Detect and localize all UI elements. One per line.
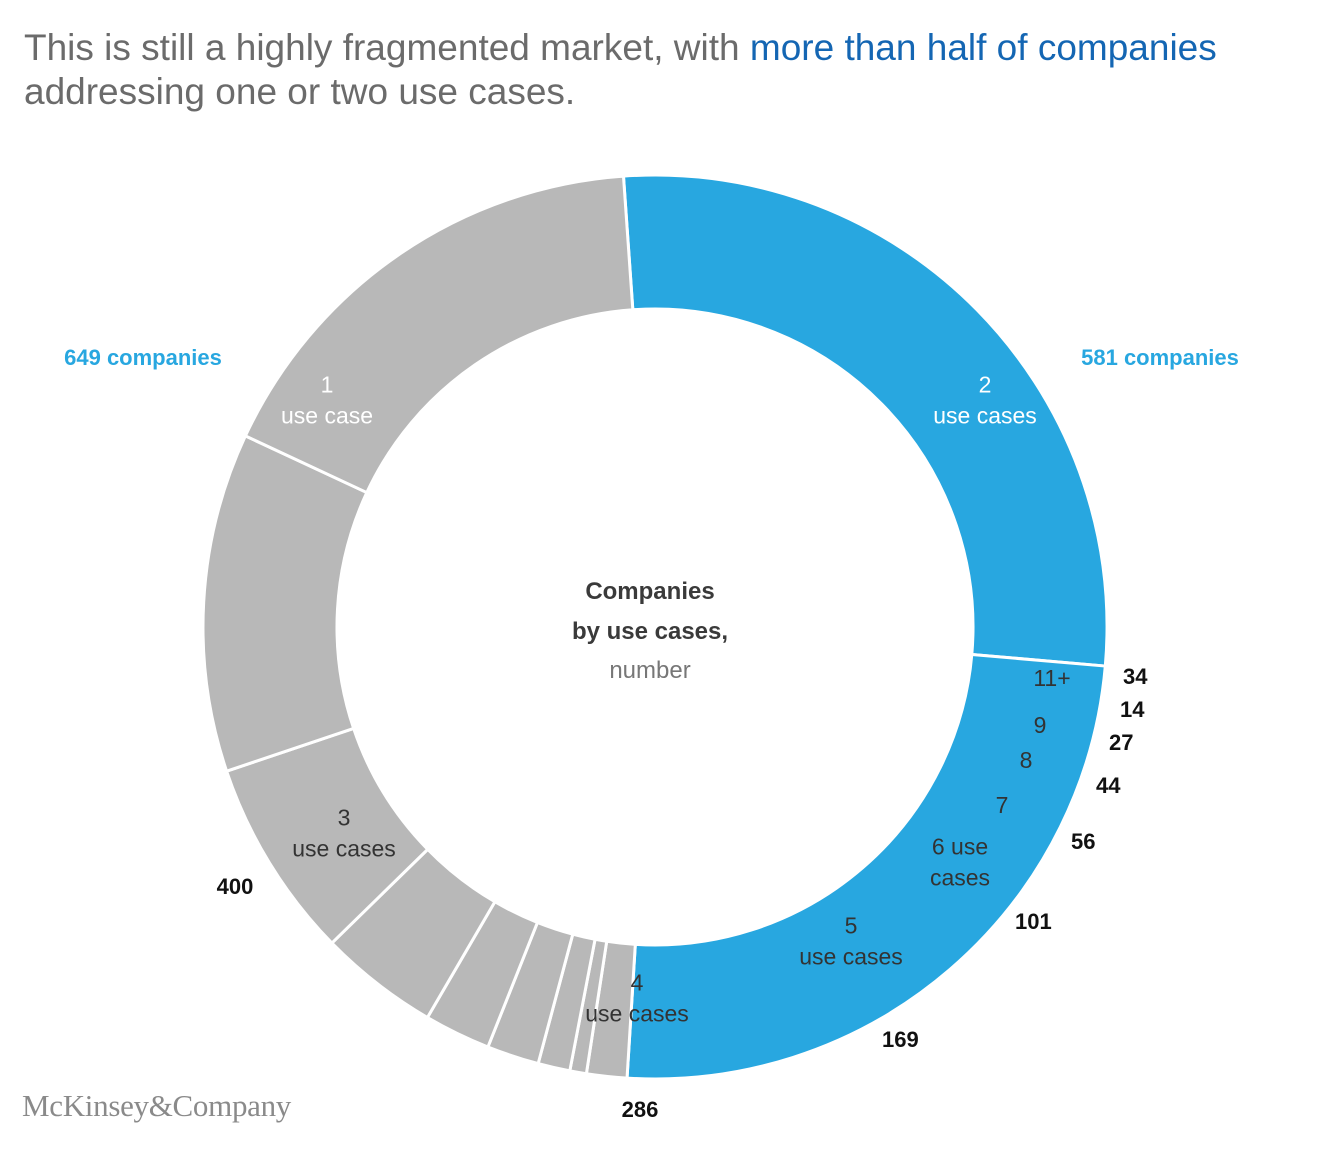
headline-text: This is still a highly fragmented market… (24, 27, 750, 68)
value-label-8: 44 (1096, 773, 1121, 798)
slice-label-3-use-cases: 3 use cases (292, 805, 396, 862)
headline-text-end: addressing one or two use cases. (24, 71, 576, 112)
donut-slices (201, 173, 1109, 1081)
slice-label-8: 8 (1020, 747, 1033, 773)
value-label-2-use-cases: 581 companies (1081, 345, 1239, 370)
center-label: Companies by use cases, number (572, 578, 728, 684)
value-label-10: 14 (1120, 697, 1145, 722)
chart-headline: This is still a highly fragmented market… (24, 26, 1324, 114)
value-label-4-use-cases: 286 (622, 1097, 659, 1122)
center-title-line-1: Companies (585, 578, 714, 605)
value-label-7: 56 (1071, 829, 1095, 854)
slice-label-4-use-cases: 4 use cases (585, 970, 689, 1027)
slice-label-9: 9 (1034, 712, 1047, 738)
center-title-line-2: by use cases, (572, 618, 728, 645)
value-labels: 649 companies 581 companies34142744561011… (64, 345, 1239, 1122)
value-label-1-use-case: 649 companies (64, 345, 222, 370)
slice-label-1-use-case: 1 use case (281, 372, 373, 429)
slice-label-2-use-cases: 2 use cases (933, 372, 1037, 429)
slice-label-6-use-cases: 6 use cases (930, 834, 990, 891)
center-unit: number (609, 657, 690, 684)
slice-label-5-use-cases: 5 use cases (799, 913, 903, 970)
slice-label-7: 7 (996, 792, 1009, 818)
slice-2-use-cases (625, 652, 1107, 1081)
value-label-3-use-cases: 400 (217, 874, 254, 899)
value-label-6-use-cases: 101 (1015, 909, 1052, 934)
slice-label-11-plus: 11+ (1033, 665, 1070, 691)
headline-highlight: more than half of companies (749, 27, 1217, 68)
value-label-11-plus: 34 (1123, 664, 1148, 689)
mckinsey-logo: McKinsey&Company (22, 1088, 292, 1123)
slice-4-use-cases (201, 434, 369, 773)
value-label-5-use-cases: 169 (882, 1027, 919, 1052)
slice-3-use-cases (243, 174, 635, 495)
value-label-9: 27 (1109, 730, 1133, 755)
slice-1-use-case (621, 173, 1109, 668)
